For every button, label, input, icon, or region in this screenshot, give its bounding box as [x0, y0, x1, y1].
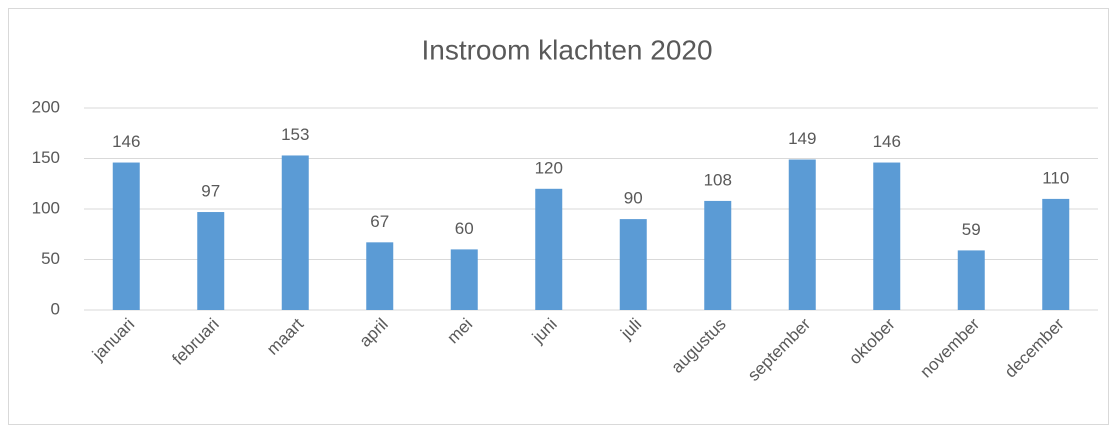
data-label: 120 — [535, 158, 563, 177]
data-label: 90 — [624, 189, 643, 208]
y-tick-label: 150 — [32, 148, 60, 167]
bar — [535, 188, 563, 310]
y-tick-label: 200 — [32, 97, 60, 116]
data-label: 149 — [788, 129, 816, 148]
bar — [704, 200, 732, 310]
data-label: 153 — [281, 125, 309, 144]
bar — [366, 242, 394, 310]
bar — [1042, 198, 1070, 310]
chart-title: Instroom klachten 2020 — [421, 34, 712, 65]
bar — [450, 249, 478, 310]
data-label: 108 — [704, 170, 732, 189]
bar — [197, 212, 225, 310]
data-label: 97 — [201, 182, 220, 201]
data-label: 110 — [1042, 168, 1069, 187]
bar — [873, 162, 901, 310]
y-tick-label: 0 — [51, 299, 60, 318]
y-tick-label: 100 — [32, 198, 60, 217]
y-tick-label: 50 — [41, 249, 60, 268]
bar — [957, 250, 985, 310]
data-label: 146 — [873, 132, 901, 151]
bar — [281, 155, 309, 310]
data-label: 67 — [370, 212, 389, 231]
bar — [619, 219, 647, 310]
data-label: 59 — [962, 220, 981, 239]
bar — [112, 162, 140, 310]
bar — [788, 159, 816, 310]
data-label: 60 — [455, 219, 474, 238]
data-label: 146 — [112, 132, 140, 151]
